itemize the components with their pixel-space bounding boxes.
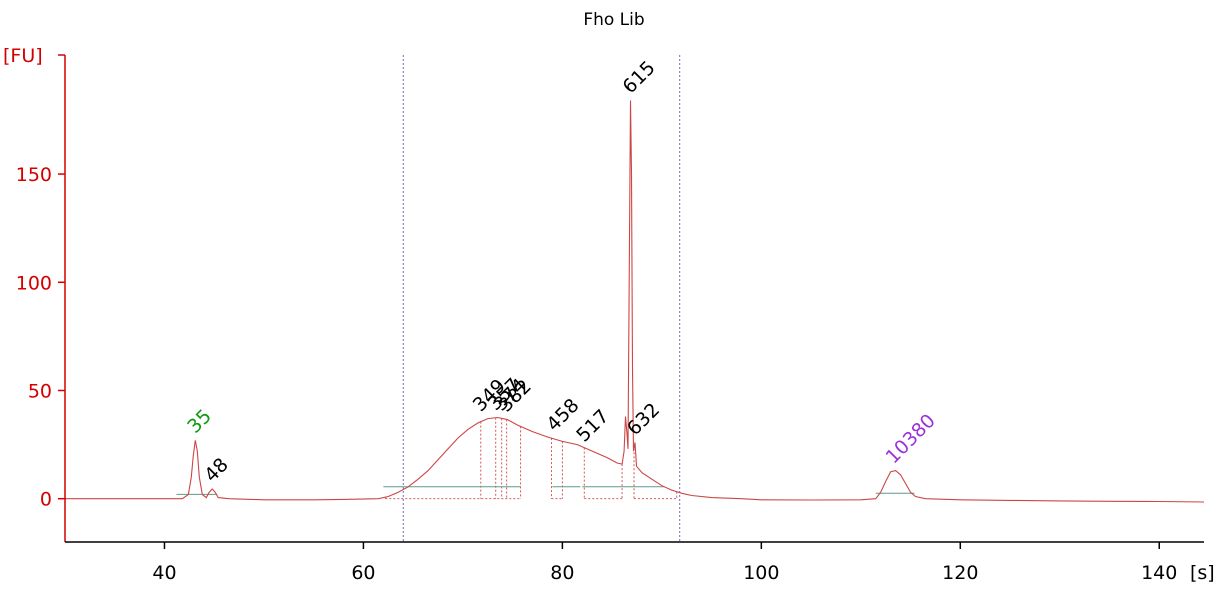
chart-title: Fho Lib: [583, 10, 644, 30]
trace-group: [65, 100, 1205, 503]
x-tick-label: 100: [743, 562, 779, 584]
peak-label: 35: [183, 405, 216, 438]
peak-label: 10380: [882, 410, 940, 468]
peak-label: 632: [623, 399, 664, 440]
peak-label: 615: [619, 57, 660, 98]
x-tick-label: 40: [152, 562, 176, 584]
fluorescence-trace: [65, 100, 1205, 503]
y-tick-label: 100: [16, 272, 52, 294]
x-tick-label: 60: [351, 562, 375, 584]
region-boundaries: [402, 55, 681, 542]
peak-label: 48: [200, 454, 233, 487]
y-axis-label: [FU]: [3, 45, 43, 67]
x-tick-label: 140: [1141, 562, 1177, 584]
y-tick-label: 0: [40, 489, 52, 511]
x-tick-label: 120: [942, 562, 978, 584]
y-tick-label: 150: [16, 164, 52, 186]
x-tick-label: 80: [550, 562, 574, 584]
integration-regions: [384, 417, 678, 500]
x-axis-label: [s]: [1190, 562, 1215, 584]
y-tick-label: 50: [28, 380, 52, 402]
baselines: [176, 486, 915, 495]
ticks: 0 50 100 150 40 60 80 100 120 140: [16, 54, 1177, 584]
axes: [FU] [s]: [3, 45, 1215, 584]
